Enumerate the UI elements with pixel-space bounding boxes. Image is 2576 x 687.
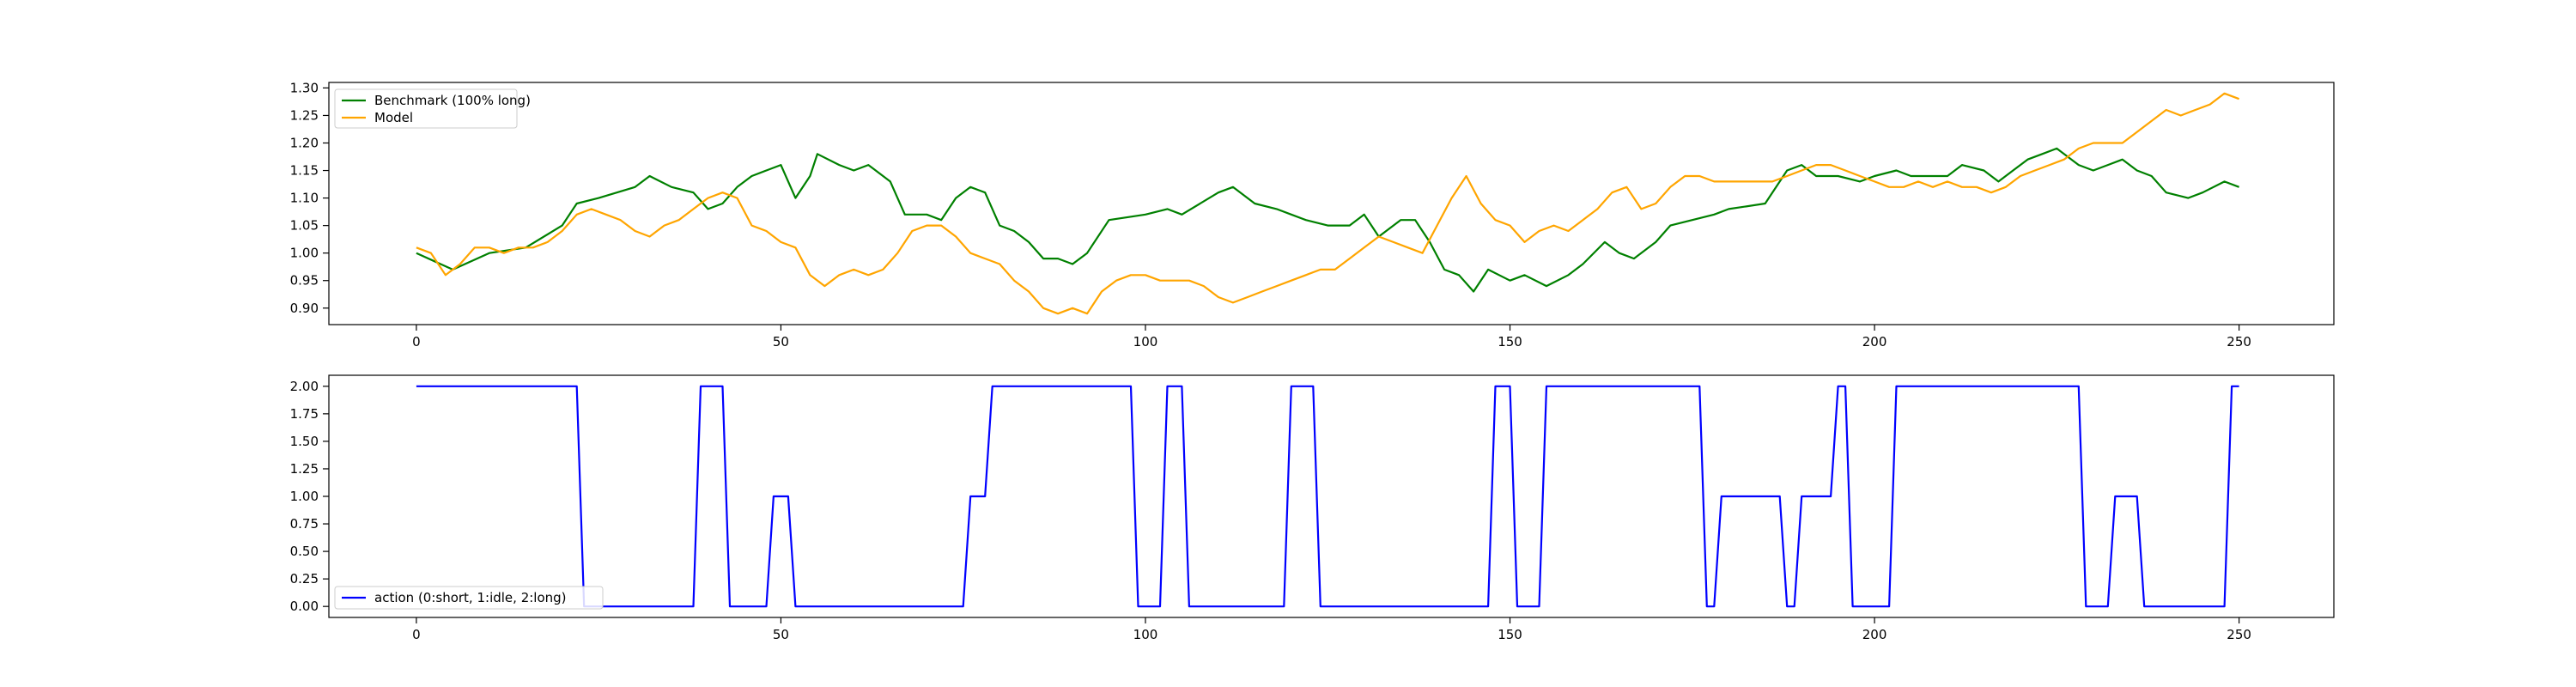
x-tick-label: 50 xyxy=(773,334,789,350)
y-tick-label: 0.00 xyxy=(290,599,319,614)
legend-label: Benchmark (100% long) xyxy=(374,93,531,108)
equity-curve-panel: 0 50 100 150 200 250 0.90 0.95 1.00 1.05 1.10 1.15 1… xyxy=(290,80,2335,350)
legend-box xyxy=(334,88,518,129)
legend: Benchmark (100% long) Model xyxy=(334,88,531,129)
y-tick-label: 0.90 xyxy=(290,301,319,316)
x-tick-label: 0 xyxy=(412,334,421,350)
y-tick-label: 1.10 xyxy=(290,191,319,206)
y-tick-label: 0.50 xyxy=(290,544,319,559)
y-tick-label: 1.25 xyxy=(290,107,319,123)
x-tick-label: 200 xyxy=(1862,627,1887,642)
benchmark-line xyxy=(416,147,2239,293)
y-tick-label: 1.15 xyxy=(290,163,319,179)
y-tick-label: 0.25 xyxy=(290,571,319,587)
y-tick-label: 0.75 xyxy=(290,516,319,532)
legend-benchmark: Benchmark (100% long) xyxy=(342,93,531,108)
y-tick-label: 1.00 xyxy=(290,489,319,504)
y-tick-label: 1.50 xyxy=(290,434,319,449)
x-tick-label: 250 xyxy=(2227,627,2251,642)
x-tick-label: 100 xyxy=(1133,627,1158,642)
y-tick-label: 1.20 xyxy=(290,136,319,151)
legend-action: action (0:short, 1:idle, 2:long) xyxy=(342,590,567,605)
x-tick-label: 50 xyxy=(773,627,789,642)
action-line xyxy=(416,385,2239,608)
x-tick-label: 250 xyxy=(2227,334,2251,350)
y-tick-label: 2.00 xyxy=(290,379,319,394)
y-tick-label: 1.75 xyxy=(290,406,319,422)
y-tick-label: 1.00 xyxy=(290,246,319,261)
legend-label: action (0:short, 1:idle, 2:long) xyxy=(374,590,567,605)
axes-frame xyxy=(328,82,2335,325)
y-tick-label: 1.05 xyxy=(290,218,319,234)
y-tick-label: 1.30 xyxy=(290,80,319,95)
legend-box xyxy=(334,586,604,610)
y-tick-label: 0.95 xyxy=(290,273,319,289)
action-panel: 0 50 100 150 200 250 0.00 0.25 0.50 0.75 1.00 1.25 1… xyxy=(290,374,2335,642)
x-tick-label: 200 xyxy=(1862,334,1887,350)
model-line xyxy=(416,92,2239,315)
x-tick-label: 100 xyxy=(1133,334,1158,350)
x-tick-label: 150 xyxy=(1498,627,1522,642)
x-tick-label: 150 xyxy=(1498,334,1522,350)
legend-label: Model xyxy=(374,110,413,125)
legend: action (0:short, 1:idle, 2:long) xyxy=(334,586,604,610)
y-tick-label: 1.25 xyxy=(290,461,319,477)
x-tick-label: 0 xyxy=(412,627,421,642)
legend-model: Model xyxy=(342,110,413,125)
